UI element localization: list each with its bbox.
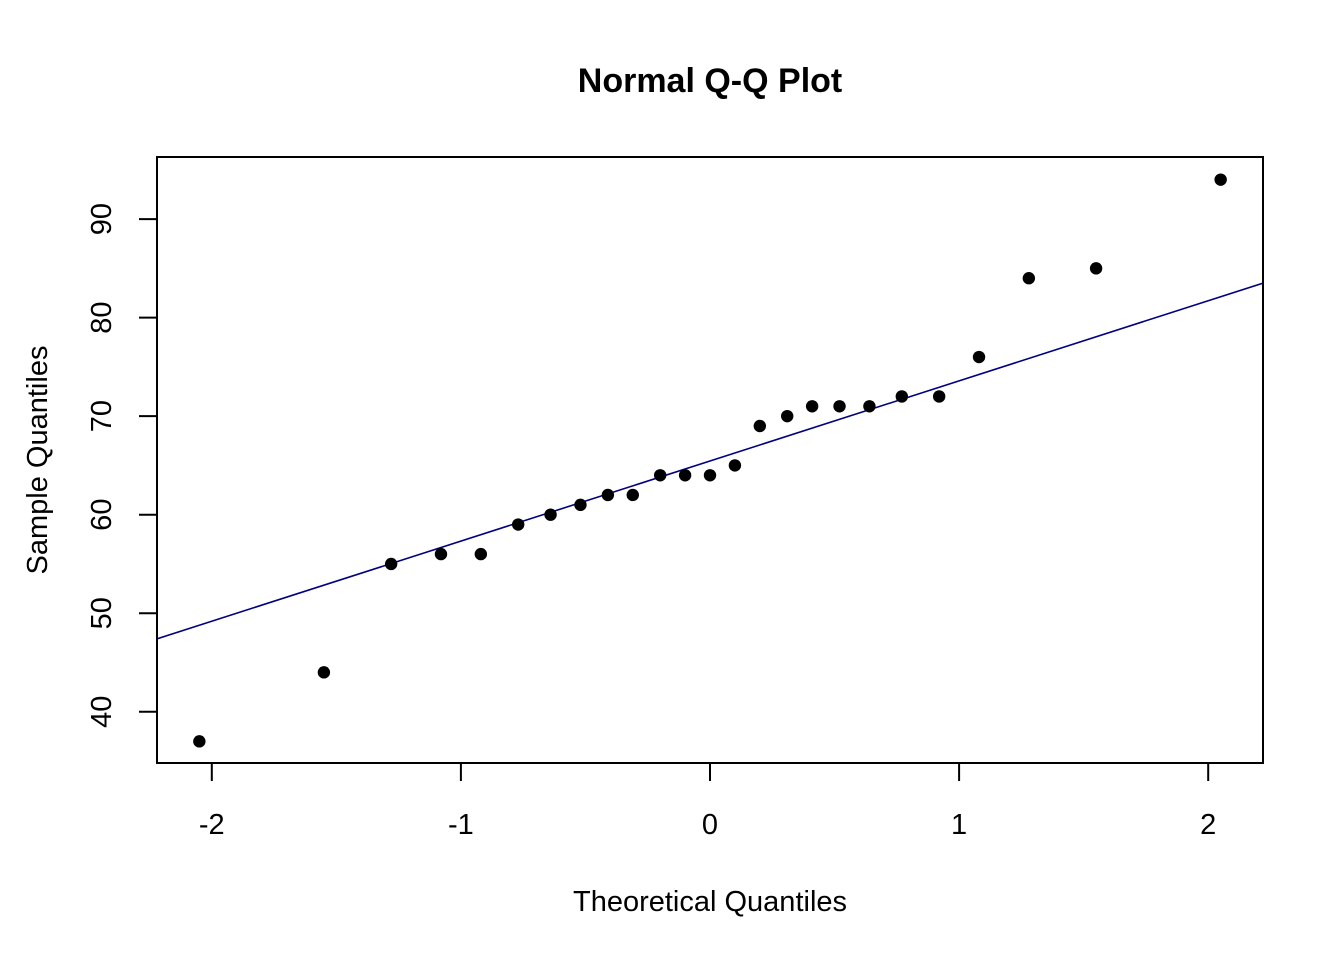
reference-line-layer [157,282,1263,640]
x-axis: -2 -1 0 1 2 [199,762,1216,841]
y-tick-label: 90 [86,203,118,235]
data-point [781,409,794,423]
y-axis: 40 50 60 70 80 90 [86,203,158,728]
data-point [1214,173,1227,186]
data-points-layer [193,173,1227,748]
y-axis-label: Sample Quantiles [22,346,54,575]
y-tick-label: 80 [86,301,118,333]
reference-line [157,282,1263,640]
y-tick-label: 60 [86,499,118,531]
x-tick-label: 0 [702,809,718,841]
x-axis-label: Theoretical Quantiles [573,886,847,918]
x-tick-label: -2 [199,809,225,841]
x-tick-label: 1 [951,809,967,841]
data-point [703,469,717,482]
data-point [544,508,557,521]
y-tick-label: 70 [86,400,118,432]
y-tick-label: 50 [86,597,118,629]
data-point [972,350,986,364]
data-point [895,390,909,403]
x-tick-label: -1 [448,809,474,841]
data-point [384,557,398,571]
data-point [653,469,667,482]
data-point [1089,262,1103,275]
data-point [474,547,488,561]
data-point [193,735,206,748]
data-point [601,488,615,502]
data-point [805,400,819,413]
data-point [678,469,692,482]
data-point [434,547,448,561]
data-point [863,400,876,413]
y-tick-label: 40 [86,696,118,728]
data-point [574,498,587,512]
data-point [626,488,639,502]
chart-title: Normal Q-Q Plot [578,62,842,100]
data-point [932,390,946,403]
data-point [753,419,767,433]
data-point [317,666,331,679]
data-point [511,518,525,531]
data-point [833,400,846,413]
data-point [1022,272,1036,285]
x-tick-label: 2 [1200,809,1216,841]
data-point [728,459,742,472]
